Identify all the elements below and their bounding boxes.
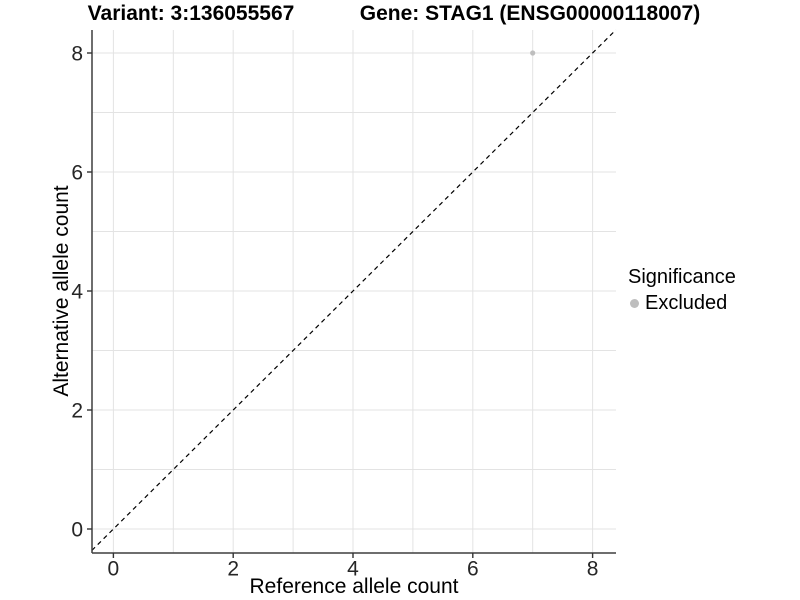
x-tick-label: 4 (347, 558, 359, 581)
legend: Significance Excluded (628, 266, 736, 315)
x-tick-label: 8 (587, 558, 599, 581)
y-tick-label: 6 (71, 162, 83, 185)
legend-item-label: Excluded (645, 292, 728, 314)
y-tick-label: 8 (71, 43, 83, 66)
legend-point-icon (630, 299, 639, 308)
y-tick-label: 2 (71, 400, 83, 423)
y-tick-label: 0 (71, 519, 83, 542)
x-tick-label: 0 (108, 558, 120, 581)
x-tick-label: 6 (467, 558, 479, 581)
identity-line (91, 29, 617, 551)
legend-item-excluded: Excluded (628, 292, 736, 315)
x-tick-label: 2 (227, 558, 239, 581)
legend-title: Significance (628, 266, 736, 288)
plot-title-gene: Gene: STAG1 (ENSG00000118007) (359, 2, 701, 25)
y-tick-label: 4 (71, 281, 83, 304)
y-axis-title: Alternative allele count (50, 185, 73, 397)
data-point (530, 50, 536, 56)
plot-title-variant: Variant: 3:136055567 (87, 2, 295, 25)
x-axis-title: Reference allele count (249, 575, 459, 598)
